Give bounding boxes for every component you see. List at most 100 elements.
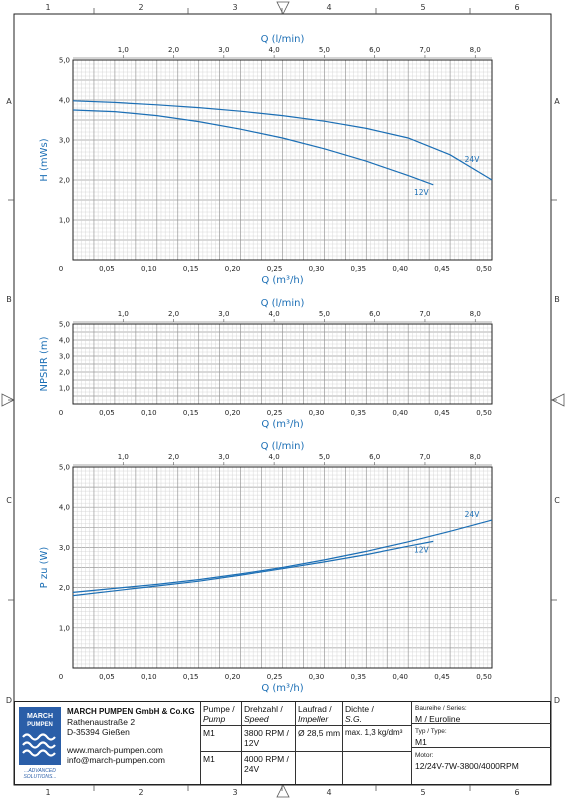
x-tick-label: 0,25 <box>267 265 283 273</box>
x2-tick-label: 7,0 <box>419 310 430 318</box>
company-email[interactable]: info@march-pumpen.com <box>67 755 165 765</box>
frame-row-label-left: B <box>6 295 12 304</box>
x-tick-label: 0,25 <box>267 673 283 681</box>
center-mark-top <box>276 1 290 15</box>
series-label-24V: 24V <box>465 155 481 164</box>
x-tick-label: 0,40 <box>392 265 408 273</box>
series-line-12V <box>72 540 434 597</box>
series-label-24V: 24V <box>465 510 481 519</box>
x-tick-label: 0,10 <box>141 409 157 417</box>
y-tick-label: 4,0 <box>59 97 70 105</box>
series-label-12V: 12V <box>414 545 430 554</box>
x2-tick-label: 2,0 <box>168 46 179 54</box>
y-axis-title: H (mWs) <box>39 138 50 181</box>
x-tick-label: 0,40 <box>392 409 408 417</box>
frame-row-label-left: D <box>6 696 12 705</box>
x2-tick-label: 5,0 <box>319 453 330 461</box>
x2-tick-label: 4,0 <box>269 46 280 54</box>
x-tick-label: 0,30 <box>309 265 325 273</box>
svg-text:PUMPEN: PUMPEN <box>27 722 53 728</box>
x2-axis-title: Q (l/min) <box>261 298 305 309</box>
motor-value: 12/24V-7W-3800/4000RPM <box>415 761 519 771</box>
frame-col-label-bottom: 4 <box>326 788 331 797</box>
frame-col-label-bottom: 6 <box>514 788 519 797</box>
x-tick-label: 0,50 <box>476 409 492 417</box>
frame-col-label-bottom: 2 <box>138 788 143 797</box>
type-label: Typ / Type: <box>415 728 447 735</box>
frame-col-label-top: 1 <box>45 3 50 12</box>
y-tick-label: 3,0 <box>59 137 70 145</box>
center-mark-right <box>551 393 565 407</box>
frame-col-label-top: 4 <box>326 3 331 12</box>
y-tick-label: 3,0 <box>59 353 70 361</box>
x2-tick-label: 3,0 <box>218 46 229 54</box>
x-tick-label: 0,30 <box>309 409 325 417</box>
x-axis-title: Q (m³/h) <box>261 275 303 286</box>
x-tick-label: 0,45 <box>434 409 450 417</box>
company-city: D-35394 Gießen <box>67 727 130 737</box>
company-name: MARCH PUMPEN GmbH & Co.KG <box>67 707 195 716</box>
y-tick-label: 4,0 <box>59 504 70 512</box>
row2-voltage: 24V <box>244 764 260 774</box>
series-label-12V: 12V <box>414 188 430 197</box>
frame-row-label-left: A <box>6 97 12 106</box>
header-pump-en: Pump <box>203 714 226 724</box>
header-pump: Pumpe / <box>203 704 235 714</box>
header-speed: Drehzahl / <box>244 704 283 714</box>
x-tick-label: 0 <box>59 265 63 273</box>
frame-col-label-top: 6 <box>514 3 519 12</box>
x2-tick-label: 1,0 <box>118 46 129 54</box>
title-block: MARCH PUMPEN ...ADVANCED SOLUTIONS... MA… <box>14 701 551 785</box>
frame-col-label-bottom: 3 <box>232 788 237 797</box>
row2-pump: M1 <box>203 754 215 764</box>
x2-tick-label: 7,0 <box>419 46 430 54</box>
frame-row-label-left: C <box>6 496 12 505</box>
y-tick-label: 3,0 <box>59 544 70 552</box>
company-logo: MARCH PUMPEN ...ADVANCED SOLUTIONS... <box>19 707 61 781</box>
header-impeller: Laufrad / <box>298 704 332 714</box>
series-line-24V <box>72 519 493 593</box>
series-label: Baureihe / Series: <box>415 705 467 712</box>
frame-col-label-bottom: 1 <box>45 788 50 797</box>
header-sg: Dichte / <box>345 704 374 714</box>
company-website[interactable]: www.march-pumpen.com <box>67 745 163 755</box>
x2-axis-title: Q (l/min) <box>261 34 305 45</box>
sheet-frame <box>13 13 552 786</box>
x-tick-label: 0,35 <box>351 265 367 273</box>
x-tick-label: 0,05 <box>99 673 115 681</box>
x-tick-label: 0,05 <box>99 409 115 417</box>
x2-tick-label: 8,0 <box>470 46 481 54</box>
x-tick-label: 0,15 <box>183 673 199 681</box>
x2-tick-label: 8,0 <box>470 453 481 461</box>
y-tick-label: 4,0 <box>59 337 70 345</box>
svg-text:SOLUTIONS...: SOLUTIONS... <box>23 774 56 780</box>
x-tick-label: 0,45 <box>434 673 450 681</box>
y-axis-title: NPSHR (m) <box>39 336 50 391</box>
y-tick-label: 1,0 <box>59 624 70 632</box>
x2-tick-label: 3,0 <box>218 453 229 461</box>
y-tick-label: 2,0 <box>59 584 70 592</box>
header-speed-en: Speed <box>244 714 269 724</box>
frame-row-label-right: C <box>554 496 560 505</box>
x2-axis-title: Q (l/min) <box>261 441 305 452</box>
x-tick-label: 0,50 <box>476 265 492 273</box>
x-tick-label: 0 <box>59 673 63 681</box>
frame-col-label-bottom: 5 <box>420 788 425 797</box>
x-tick-label: 0,25 <box>267 409 283 417</box>
x-tick-label: 0,20 <box>225 673 241 681</box>
frame-col-label-top: 2 <box>138 3 143 12</box>
frame-col-label-top: 5 <box>420 3 425 12</box>
x-tick-label: 0,20 <box>225 265 241 273</box>
y-tick-label: 2,0 <box>59 177 70 185</box>
row1-impeller: Ø 28,5 mm <box>298 728 341 738</box>
x-axis-title: Q (m³/h) <box>261 419 303 430</box>
x2-tick-label: 1,0 <box>118 453 129 461</box>
row2-speed: 4000 RPM / <box>244 754 289 764</box>
x-tick-label: 0,30 <box>309 673 325 681</box>
x2-tick-label: 5,0 <box>319 310 330 318</box>
x-tick-label: 0,05 <box>99 265 115 273</box>
header-impeller-en: Impeller <box>298 714 329 724</box>
x-tick-label: 0,15 <box>183 409 199 417</box>
y-tick-label: 1,0 <box>59 385 70 393</box>
